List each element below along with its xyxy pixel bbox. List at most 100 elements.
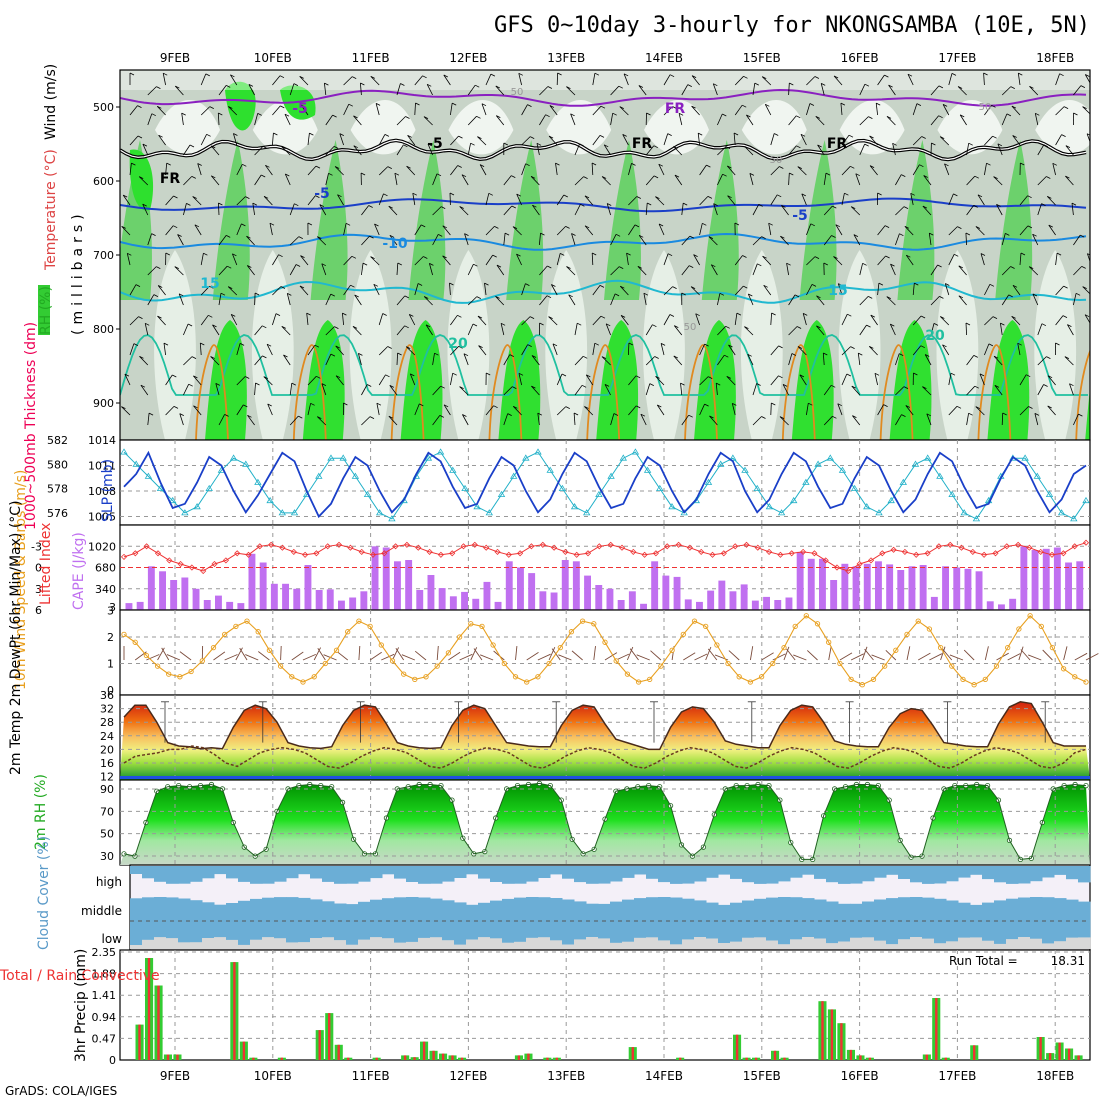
upper-wind-barb-flag — [385, 374, 390, 378]
cloud-middle — [1018, 897, 1031, 921]
cloud-low — [718, 921, 731, 949]
upper-wind-barb-flag — [689, 235, 694, 239]
upper-wind-barb-flag — [864, 143, 869, 147]
upper-wind-barb-flag — [748, 293, 753, 297]
upper-wind-barb — [495, 85, 505, 96]
cloud-high — [1006, 866, 1019, 884]
upper-wind-barb-flag — [811, 284, 817, 287]
upper-wind-barb — [396, 144, 404, 156]
upper-wind-barb — [912, 103, 918, 116]
wind10m-barb — [313, 647, 321, 661]
upper-wind-barb-flag — [1081, 266, 1086, 269]
upper-wind-barb-flag — [309, 132, 314, 136]
top-date-11FEB: 11FEB — [352, 51, 390, 65]
upper-wind-barb-flag — [299, 285, 305, 289]
cape-bar — [696, 601, 703, 610]
upper-wind-barb — [1011, 316, 1021, 326]
cape-bar — [875, 561, 882, 611]
cloud-middle — [790, 897, 803, 921]
upper-wind-barb-flag — [649, 383, 654, 386]
upper-wind-barb — [994, 385, 1003, 396]
cloud-high — [766, 866, 779, 884]
upper-wind-barb-flag — [1080, 85, 1086, 88]
upper-wind-barb — [797, 346, 807, 356]
li-point — [460, 543, 467, 550]
precip-convective-bar — [1058, 1042, 1061, 1060]
cloud-high — [646, 866, 659, 879]
wind10m-barb — [1042, 649, 1053, 661]
li-point — [935, 543, 942, 550]
wind10m-barb — [850, 653, 864, 661]
cloud-low-gap — [466, 939, 479, 949]
upper-wind-barb — [548, 135, 558, 146]
upper-wind-barb — [923, 175, 932, 186]
upper-wind-barb-flag — [989, 283, 995, 287]
rh-dry-column — [936, 250, 979, 440]
upper-wind-barb — [993, 355, 1003, 366]
upper-wind-barb-flag — [252, 202, 257, 206]
upper-wind-barb-flag — [189, 144, 195, 148]
upper-wind-barb — [733, 132, 736, 146]
upper-wind-barb — [717, 293, 721, 306]
upper-wind-barb — [697, 133, 700, 146]
lifted-index-axis-label: Lifted Index — [38, 523, 54, 605]
upper-wind-barb-flag — [295, 264, 301, 267]
cloud-low-gap — [370, 937, 383, 949]
top-date-13FEB: 13FEB — [547, 51, 585, 65]
upper-wind-barb-flag — [449, 282, 454, 286]
cloud-high — [346, 866, 359, 884]
upper-wind-barb-flag — [135, 284, 141, 287]
upper-wind-barb-flag — [417, 283, 423, 286]
upper-wind-barb-flag — [1032, 233, 1037, 237]
upper-wind-barb — [1047, 405, 1056, 416]
upper-wind-barb-flag — [864, 83, 870, 87]
wind10m-barb — [548, 647, 556, 661]
upper-wind-barb-flag — [631, 163, 636, 166]
upper-wind-barb-flag — [503, 142, 508, 146]
cloud-high — [238, 866, 251, 882]
upper-wind-barb — [939, 136, 950, 146]
upper-wind-barb — [663, 253, 669, 266]
cloud-low — [394, 921, 407, 949]
upper-wind-barb — [660, 343, 665, 356]
upper-wind-barb-flag — [851, 206, 856, 209]
upper-wind-barb — [450, 315, 458, 326]
upper-wind-barb-flag — [683, 202, 688, 206]
temp-tick-24: 24 — [100, 730, 114, 743]
precip-convective-bar — [555, 1057, 559, 1060]
upper-wind-barb — [806, 103, 811, 116]
upper-wind-barb — [531, 355, 540, 366]
upper-wind-barb — [850, 206, 861, 216]
upper-wind-barb — [289, 383, 293, 396]
upper-wind-barb — [744, 326, 754, 336]
upper-wind-barb — [592, 135, 601, 146]
upper-wind-barb — [890, 263, 896, 276]
cloud-low-gap — [1030, 938, 1043, 949]
upper-wind-barb — [165, 163, 168, 176]
cape-bar — [897, 570, 905, 610]
wind10m-barb — [336, 650, 348, 661]
upper-wind-barb — [984, 105, 992, 116]
upper-wind-barb — [837, 403, 843, 416]
upper-wind-barb — [690, 286, 700, 296]
cloud-high — [334, 866, 347, 884]
contour-label: FR — [665, 101, 686, 117]
upper-wind-barb-flag — [1011, 315, 1016, 319]
cloud-high — [742, 866, 755, 883]
precip-convective-bar — [176, 1054, 179, 1060]
upper-wind-barb — [726, 376, 736, 386]
upper-wind-barb — [1055, 285, 1064, 296]
upper-wind-barb — [129, 163, 132, 176]
upper-wind-barb — [1091, 164, 1096, 175]
upper-wind-barb-flag — [623, 73, 629, 77]
precip-convective-bar — [280, 1057, 283, 1060]
upper-wind-barb-flag — [1047, 196, 1052, 199]
upper-wind-barb-flag — [905, 405, 910, 408]
upper-wind-barb-flag — [765, 103, 770, 107]
upper-wind-barb-flag — [300, 255, 305, 258]
upper-wind-barb-flag — [267, 403, 272, 407]
upper-wind-barb-flag — [758, 204, 763, 207]
cloud-high — [778, 866, 791, 882]
upper-wind-barb — [984, 284, 991, 296]
